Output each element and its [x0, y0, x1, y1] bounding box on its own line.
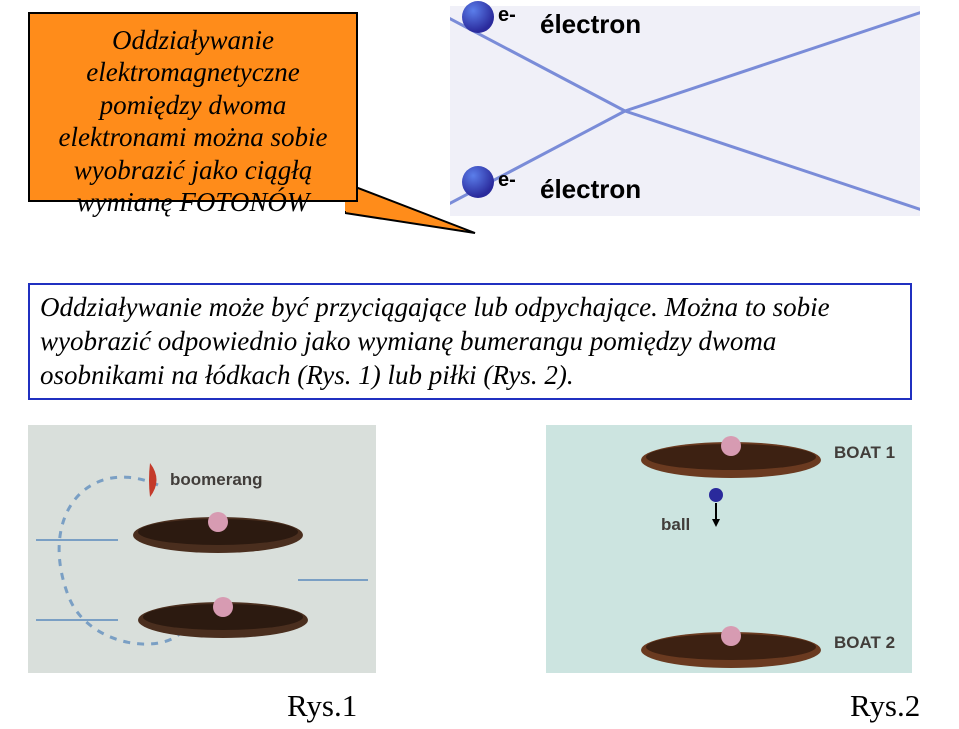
electron-word-1: électron: [540, 9, 641, 40]
callout-line2: elektromagnetyczne: [86, 57, 299, 87]
callout-line5: wyobrazić jako ciągłą: [74, 155, 312, 185]
callout-tail: [345, 183, 495, 263]
explanation-text: Oddziaływanie może być przyciągające lub…: [40, 292, 830, 390]
callout-line6: wymianę FOTONÓW: [77, 187, 310, 217]
callout-line3: pomiędzy dwoma: [100, 90, 287, 120]
boat2-label: BOAT 2: [834, 633, 895, 653]
electron-dot-1: [462, 1, 494, 33]
figure-ball: BOAT 1 BOAT 2 ball: [546, 425, 912, 673]
explanation-box: Oddziaływanie może być przyciągające lub…: [28, 283, 912, 400]
electron-diagram: e- électron e- électron: [450, 6, 920, 216]
boomerang-label: boomerang: [170, 470, 263, 490]
electron-label-1: e-: [498, 4, 516, 27]
caption-rys1: Rys.1: [287, 688, 357, 724]
ball-label: ball: [661, 515, 690, 535]
callout-box: Oddziaływanie elektromagnetyczne pomiędz…: [28, 12, 358, 202]
figure-boomerang: boomerang: [28, 425, 376, 673]
caption-rys2: Rys.2: [850, 688, 920, 724]
callout-line4: elektronami można sobie: [59, 122, 328, 152]
electron-label-2: e-: [498, 169, 516, 192]
electron-word-2: électron: [540, 174, 641, 205]
boat1-label: BOAT 1: [834, 443, 895, 463]
callout-line1: Oddziaływanie: [112, 25, 274, 55]
